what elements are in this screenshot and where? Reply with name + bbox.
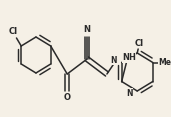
Text: Cl: Cl	[135, 38, 144, 48]
Text: N: N	[110, 56, 117, 65]
Text: N: N	[84, 26, 91, 35]
Text: O: O	[64, 93, 71, 102]
Text: Cl: Cl	[8, 27, 17, 37]
Text: NH: NH	[122, 53, 136, 62]
Text: N: N	[126, 88, 133, 97]
Text: Me: Me	[159, 58, 171, 67]
